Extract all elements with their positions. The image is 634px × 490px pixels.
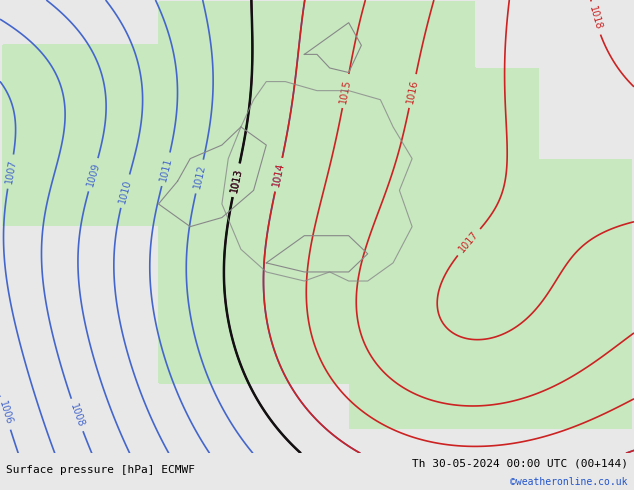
Text: 1013: 1013	[229, 167, 243, 193]
Text: 1010: 1010	[117, 178, 133, 204]
Text: 1014: 1014	[271, 162, 286, 188]
Text: 1017: 1017	[457, 229, 481, 255]
Text: 1014: 1014	[271, 162, 286, 188]
Text: 1016: 1016	[405, 78, 420, 104]
Text: 1009: 1009	[85, 162, 101, 188]
Text: 1018: 1018	[587, 5, 604, 31]
Text: 1015: 1015	[339, 78, 353, 104]
Text: 1007: 1007	[4, 159, 18, 185]
Text: Th 30-05-2024 00:00 UTC (00+144): Th 30-05-2024 00:00 UTC (00+144)	[411, 459, 628, 468]
Text: 1011: 1011	[158, 156, 174, 182]
Text: 1012: 1012	[192, 164, 207, 190]
Text: Surface pressure [hPa] ECMWF: Surface pressure [hPa] ECMWF	[6, 465, 195, 475]
Text: 1008: 1008	[68, 402, 86, 428]
Text: 1013: 1013	[229, 167, 243, 193]
Text: 1006: 1006	[0, 400, 14, 426]
Text: ©weatheronline.co.uk: ©weatheronline.co.uk	[510, 477, 628, 487]
Text: 1013: 1013	[229, 167, 243, 193]
